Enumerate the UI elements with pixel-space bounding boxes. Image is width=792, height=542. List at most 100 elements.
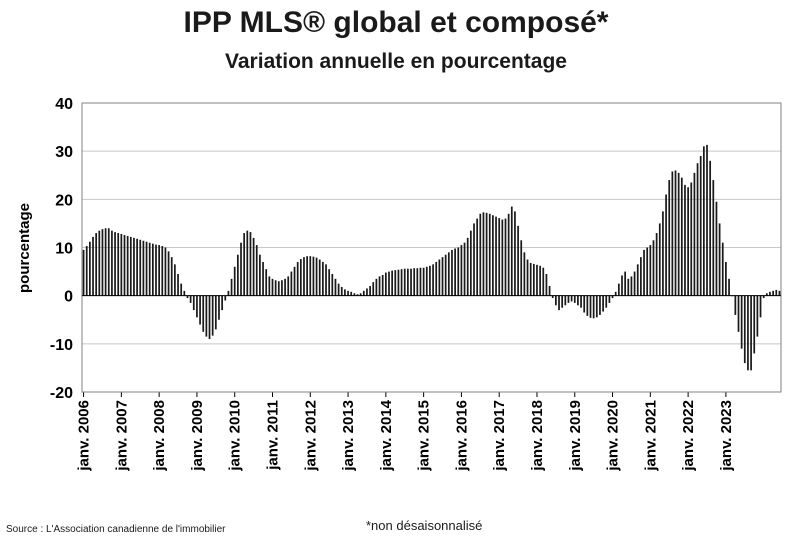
bar [495,216,497,296]
bar [265,269,268,296]
bar [712,180,715,296]
bar [529,262,532,296]
bar [196,295,198,318]
bar [344,289,346,296]
bar [82,249,85,296]
y-tick-label: -20 [50,385,73,402]
bar [356,294,359,296]
bars [82,144,781,371]
bar [611,295,614,299]
bar [646,247,649,296]
bar [155,244,157,296]
bar [737,295,740,332]
bar [337,283,340,296]
bar [759,295,762,318]
bar [602,295,604,312]
bar [721,242,724,296]
bar [510,206,513,296]
bar [148,242,151,296]
y-tick-labels: -20 -10 0 10 20 30 40 [50,96,73,402]
bar [482,212,485,296]
bar [142,240,145,296]
bar [117,233,120,296]
bar [95,233,98,296]
bar [240,242,242,296]
x-tick-label: janv. 2006 [76,400,93,472]
bar [388,271,390,296]
bar [214,295,217,330]
bar [488,213,491,296]
x-tick-labels: janv. 2006 janv. 2007 janv. 2008 janv. 2009… [76,392,735,472]
bar [403,268,406,296]
bar [775,289,778,296]
bar [384,272,387,296]
bar [325,264,327,296]
x-tick-label: janv. 2009 [189,400,206,472]
bar [658,223,661,296]
bar [728,278,730,296]
bar [366,288,368,296]
bar [671,171,674,296]
bar [665,194,667,296]
x-tick-label: janv. 2016 [453,400,470,472]
bar [211,295,214,336]
bar [199,295,201,325]
bar [441,257,444,296]
bar [687,187,689,296]
x-tick-label: janv. 2008 [151,400,168,472]
x-tick-label: janv. 2010 [227,400,244,472]
bar [753,295,756,354]
bar [740,295,743,349]
bar [397,269,400,296]
bar [451,249,453,296]
bar [586,295,589,316]
bar [318,259,321,296]
bar [252,237,255,296]
bar [208,295,211,340]
bar [129,236,132,296]
bar [114,232,116,296]
bar [271,278,274,296]
bar [372,282,375,296]
bar [435,261,438,296]
bar [630,276,633,296]
bar [633,271,636,296]
bar [551,295,554,299]
bar [328,269,331,296]
bar [158,245,161,296]
bar [133,237,135,296]
x-tick-label: janv. 2007 [113,400,130,472]
bar [444,254,447,296]
bar [643,249,645,296]
bar [699,155,702,296]
bar [778,290,781,296]
x-tick-label: janv. 2017 [491,400,508,472]
bar [627,278,630,296]
bar [463,242,466,296]
bar [517,225,519,296]
bar [756,295,759,337]
bar [532,263,535,296]
bar [107,228,110,296]
y-tick-label: 0 [64,289,73,306]
bar [485,212,488,296]
chart-title: IPP MLS® global et composé* [183,6,609,39]
bar [303,257,305,296]
bar [718,223,721,296]
bar [381,274,384,296]
bar [725,261,727,296]
bar [293,266,296,296]
x-tick-label: janv. 2013 [340,400,357,472]
bar [652,240,655,296]
bar [655,233,658,296]
bar [709,160,712,296]
bar [674,170,677,296]
plot-frame [81,102,782,393]
bar [514,211,516,296]
bar [246,230,249,296]
bar [476,218,479,296]
y-axis-label: pourcentage [16,203,33,293]
bar [139,239,142,296]
bar [640,257,642,296]
bar [706,144,708,296]
